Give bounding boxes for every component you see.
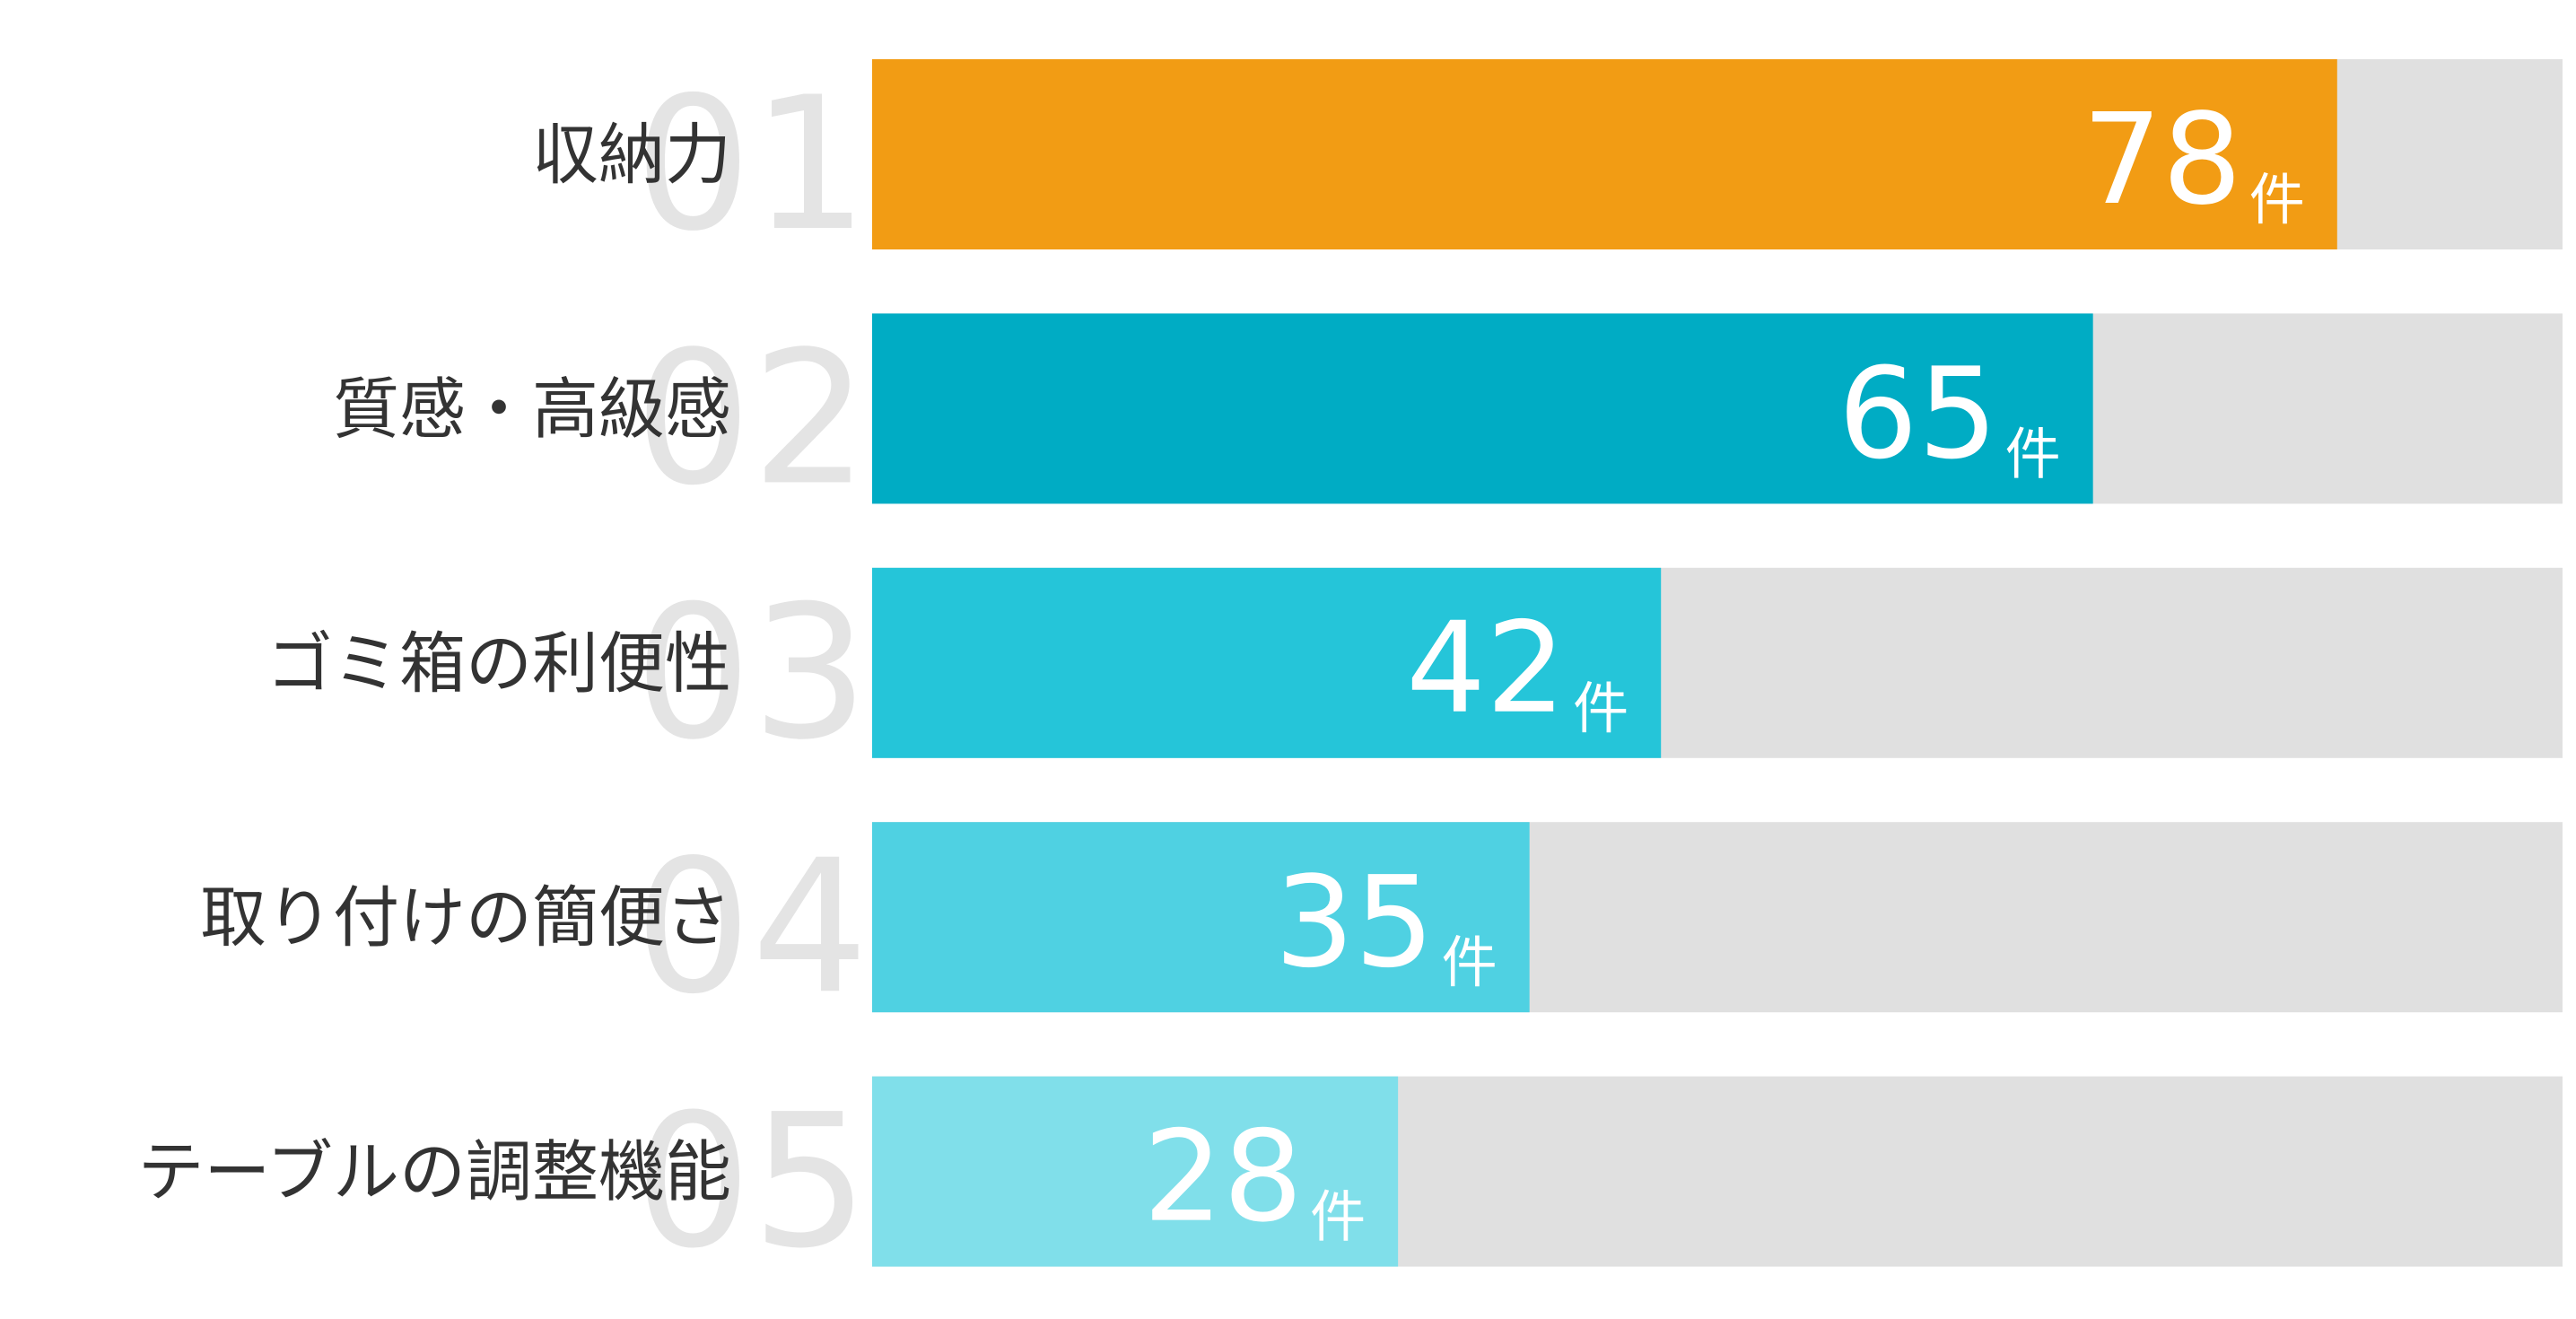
bar — [872, 567, 1662, 758]
value-label: 78 — [2083, 87, 2242, 233]
category-label: 質感・高級感 — [333, 371, 731, 448]
rank-number: 04 — [634, 821, 869, 1035]
rank-number: 01 — [634, 58, 869, 272]
value-unit: 件 — [2249, 167, 2305, 232]
value-label: 28 — [1143, 1105, 1303, 1251]
value-unit: 件 — [1573, 676, 1629, 741]
bar — [872, 59, 2337, 249]
bar — [872, 1076, 1399, 1267]
bar — [872, 313, 2093, 504]
category-label: ゴミ箱の利便性 — [266, 625, 731, 703]
value-label: 42 — [1406, 596, 1566, 742]
rank-number: 03 — [634, 567, 869, 781]
value-label: 65 — [1838, 341, 1998, 487]
value-unit: 件 — [1442, 930, 1498, 995]
rank-number: 02 — [634, 312, 869, 526]
value-unit: 件 — [1310, 1184, 1366, 1250]
bar — [872, 822, 1530, 1013]
category-label: 取り付けの簡便さ — [200, 879, 731, 956]
category-label: 収納力 — [532, 117, 731, 194]
category-label: テーブルの調整機能 — [137, 1134, 731, 1211]
value-unit: 件 — [2005, 421, 2061, 486]
rank-number: 05 — [634, 1076, 869, 1289]
value-label: 35 — [1275, 850, 1435, 996]
